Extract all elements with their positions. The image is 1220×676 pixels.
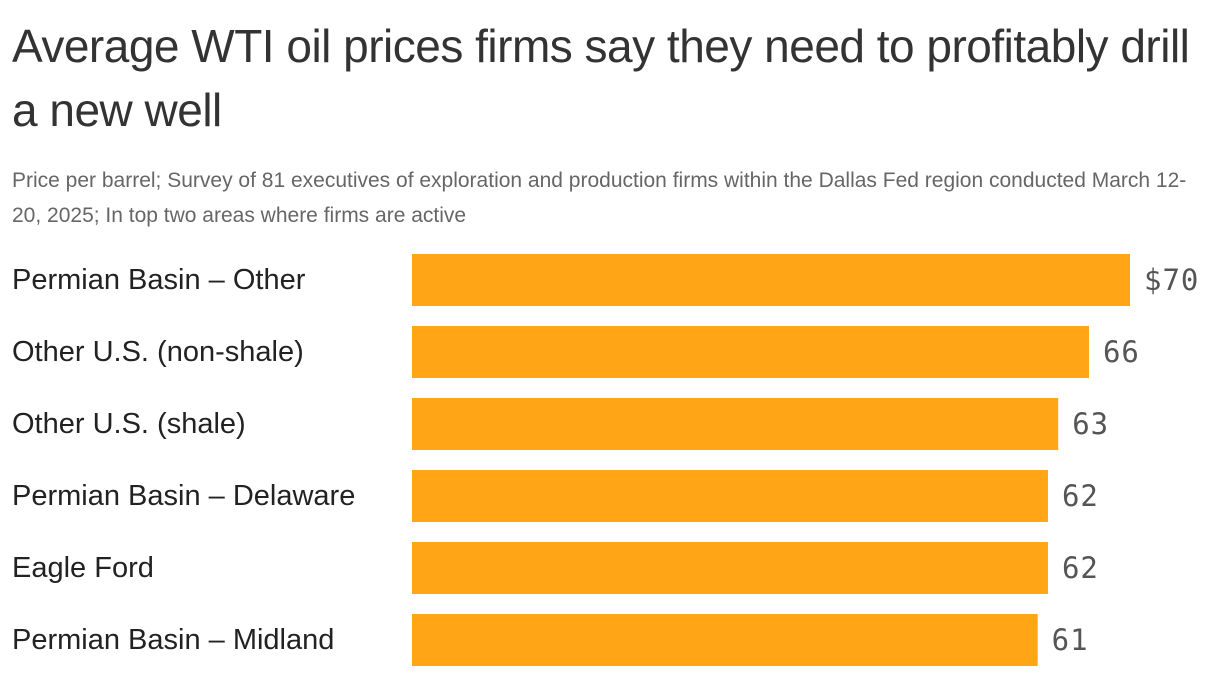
bar-permian-basin-other [412,254,1130,306]
value-label-other-u-s-shale: 63 [1072,407,1109,441]
category-label-other-u-s-non-shale: Other U.S. (non-shale) [12,336,304,368]
bar-permian-basin-delaware [412,470,1048,522]
category-label-permian-basin-other: Permian Basin – Other [12,264,306,296]
bar-other-u-s-shale [412,398,1059,450]
bar-chart: Permian Basin – Other $70 Other U.S. (non-… [12,254,1199,666]
chart-subtitle: Price per barrel; Survey of 81 executive… [12,169,1187,227]
value-label-permian-basin-delaware: 62 [1062,479,1099,513]
bar-eagle-ford [412,542,1048,594]
category-label-permian-basin-midland: Permian Basin – Midland [12,624,334,656]
value-label-other-u-s-non-shale: 66 [1103,335,1140,369]
chart-title: Average WTI oil prices firms say they ne… [12,20,1190,136]
value-label-permian-basin-other: $70 [1144,263,1199,297]
category-label-eagle-ford: Eagle Ford [12,552,154,584]
value-label-eagle-ford: 62 [1062,551,1099,585]
category-label-permian-basin-delaware: Permian Basin – Delaware [12,480,355,512]
bar-permian-basin-midland [412,614,1038,666]
value-label-permian-basin-midland: 61 [1052,623,1089,657]
category-label-other-u-s-shale: Other U.S. (shale) [12,408,246,440]
bar-other-u-s-non-shale [412,326,1089,378]
